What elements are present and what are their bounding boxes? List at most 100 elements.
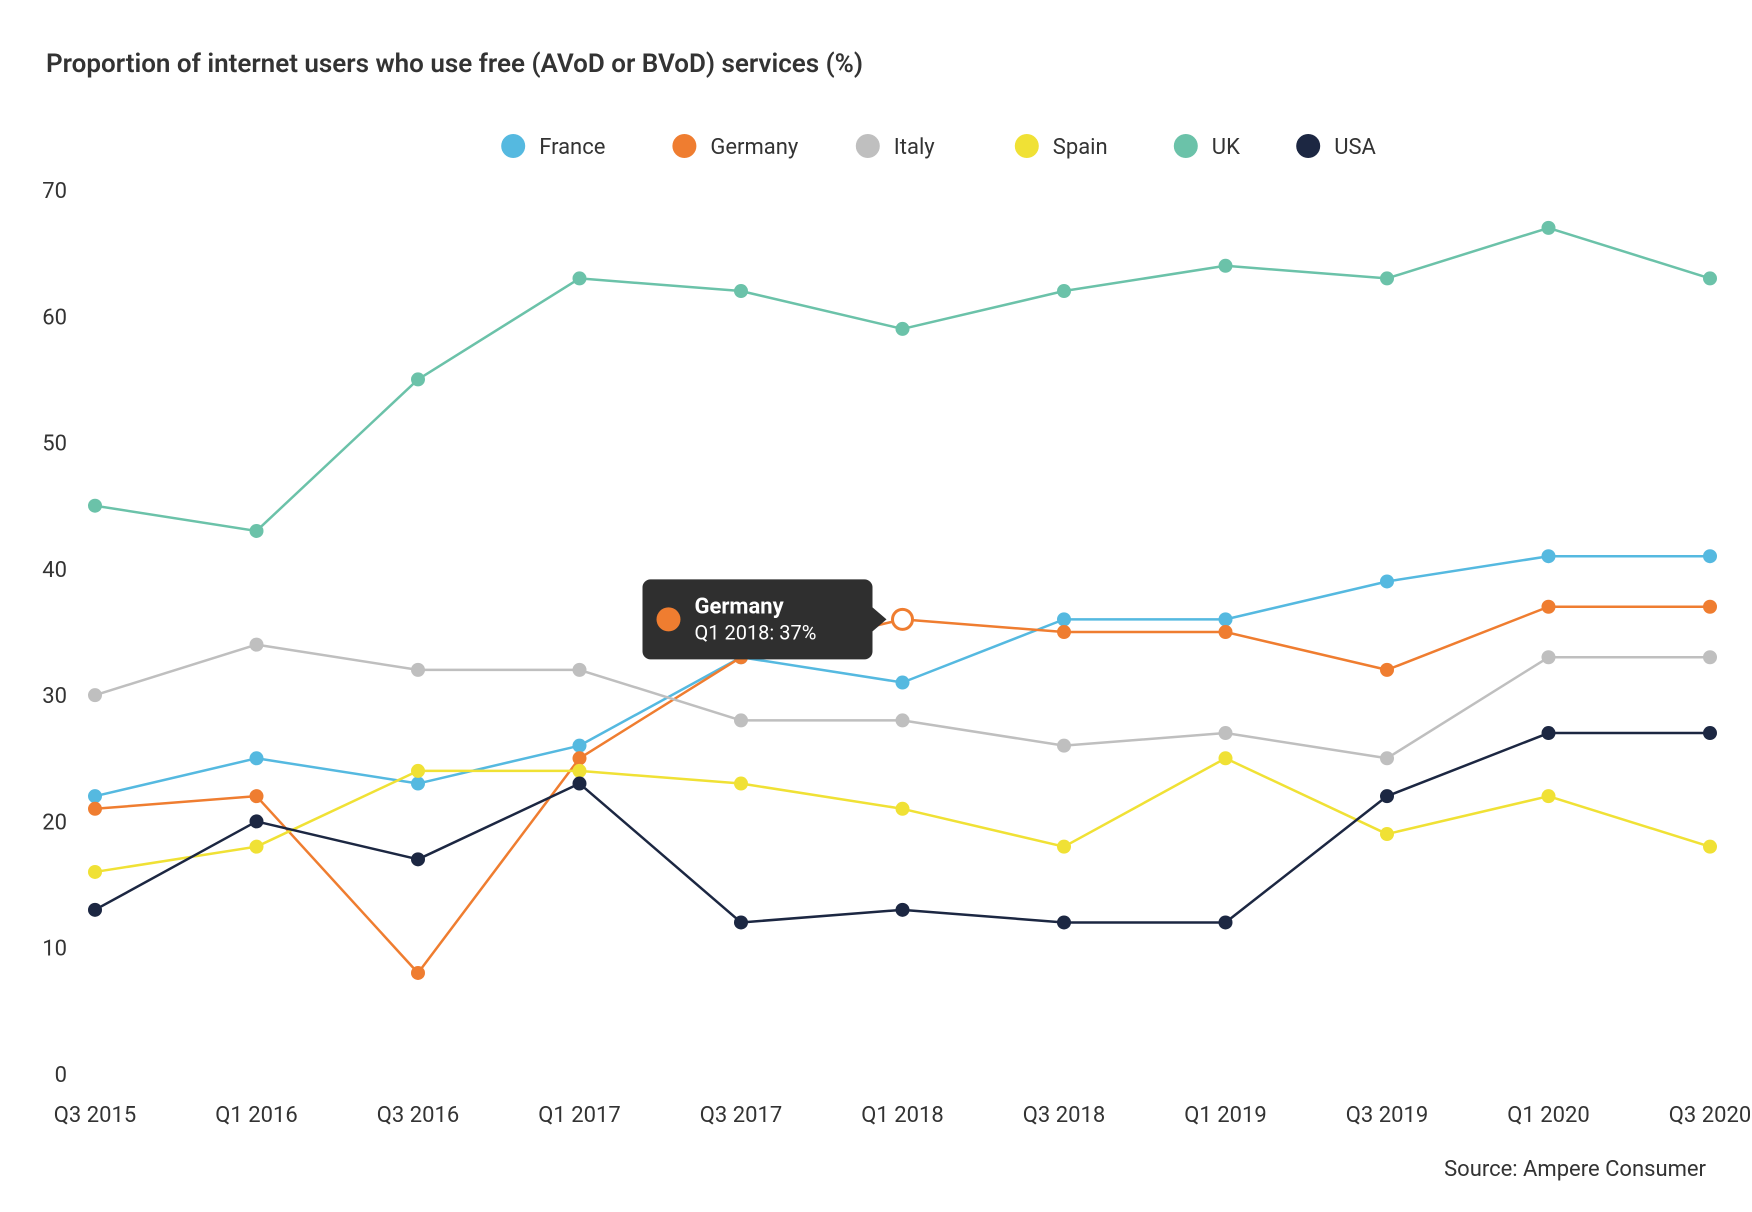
series-marker[interactable] — [1219, 259, 1233, 273]
series-marker[interactable] — [896, 713, 910, 727]
series-marker[interactable] — [734, 284, 748, 298]
series-marker[interactable] — [896, 802, 910, 816]
series-marker[interactable] — [1703, 271, 1717, 285]
svg-text:Q1 2017: Q1 2017 — [538, 1103, 620, 1128]
series-marker[interactable] — [1057, 284, 1071, 298]
svg-text:0: 0 — [55, 1063, 67, 1088]
series-marker[interactable] — [250, 840, 264, 854]
svg-text:20: 20 — [42, 810, 67, 835]
series-line-germany — [95, 607, 1710, 973]
series-marker[interactable] — [734, 777, 748, 791]
svg-text:30: 30 — [42, 684, 67, 709]
series-marker[interactable] — [1380, 751, 1394, 765]
series-marker[interactable] — [1057, 840, 1071, 854]
series-marker[interactable] — [250, 751, 264, 765]
svg-text:Q1 2016: Q1 2016 — [215, 1103, 297, 1128]
tooltip: GermanyQ1 2018: 37% — [643, 579, 887, 659]
series-marker[interactable] — [1057, 915, 1071, 929]
line-chart-svg: Proportion of internet users who use fre… — [0, 0, 1752, 1212]
svg-text:60: 60 — [42, 305, 67, 330]
legend: France Germany Italy Spain UK USA — [501, 134, 1376, 160]
series-marker[interactable] — [411, 764, 425, 778]
series-line-italy — [95, 645, 1710, 759]
svg-text:USA: USA — [1334, 135, 1376, 160]
series-marker[interactable] — [896, 903, 910, 917]
series-marker[interactable] — [1380, 271, 1394, 285]
series-marker[interactable] — [411, 966, 425, 980]
series-marker[interactable] — [1219, 751, 1233, 765]
series-marker[interactable] — [88, 802, 102, 816]
series-marker[interactable] — [734, 915, 748, 929]
svg-text:40: 40 — [42, 558, 67, 583]
series-marker[interactable] — [734, 713, 748, 727]
series-marker[interactable] — [1542, 221, 1556, 235]
svg-text:Germany: Germany — [710, 135, 799, 160]
svg-text:Spain: Spain — [1053, 135, 1108, 160]
series-marker[interactable] — [1542, 650, 1556, 664]
svg-text:Q1 2018: 37%: Q1 2018: 37% — [695, 620, 817, 644]
series-marker[interactable] — [411, 372, 425, 386]
svg-text:France: France — [539, 135, 605, 160]
svg-text:Germany: Germany — [695, 594, 785, 619]
series-marker[interactable] — [88, 688, 102, 702]
series-marker[interactable] — [1057, 739, 1071, 753]
series-marker[interactable] — [1703, 726, 1717, 740]
series-marker[interactable] — [88, 865, 102, 879]
series-marker[interactable] — [573, 739, 587, 753]
svg-text:Q3 2017: Q3 2017 — [700, 1103, 782, 1128]
series-line-usa — [95, 733, 1710, 922]
svg-text:Q3 2020: Q3 2020 — [1669, 1103, 1751, 1128]
series-marker[interactable] — [88, 789, 102, 803]
series-marker[interactable] — [573, 764, 587, 778]
svg-text:Q3 2016: Q3 2016 — [377, 1103, 459, 1128]
series-marker[interactable] — [1542, 789, 1556, 803]
series-marker[interactable] — [1057, 612, 1071, 626]
series-marker[interactable] — [896, 676, 910, 690]
series-marker[interactable] — [250, 524, 264, 538]
series-marker[interactable] — [896, 322, 910, 336]
series-marker[interactable] — [573, 271, 587, 285]
series-marker[interactable] — [1219, 612, 1233, 626]
series-marker[interactable] — [573, 663, 587, 677]
svg-text:Proportion of internet users w: Proportion of internet users who use fre… — [46, 49, 863, 79]
source-text: Source: Ampere Consumer — [1444, 1157, 1706, 1182]
series-marker[interactable] — [411, 777, 425, 791]
svg-text:10: 10 — [42, 937, 67, 962]
svg-text:UK: UK — [1212, 135, 1240, 160]
series-marker[interactable] — [1219, 915, 1233, 929]
series-marker[interactable] — [250, 814, 264, 828]
series-marker[interactable] — [1542, 549, 1556, 563]
series-marker[interactable] — [250, 638, 264, 652]
series-marker[interactable] — [573, 751, 587, 765]
series-marker[interactable] — [1057, 625, 1071, 639]
series-marker[interactable] — [88, 903, 102, 917]
series-marker[interactable] — [573, 777, 587, 791]
series-marker[interactable] — [1219, 726, 1233, 740]
series-marker[interactable] — [1703, 840, 1717, 854]
series-marker[interactable] — [1380, 827, 1394, 841]
svg-text:Italy: Italy — [894, 135, 935, 160]
series-marker[interactable] — [1703, 600, 1717, 614]
series-marker[interactable] — [250, 789, 264, 803]
series-marker[interactable] — [1380, 574, 1394, 588]
svg-text:Q1 2020: Q1 2020 — [1507, 1103, 1589, 1128]
series-marker[interactable] — [1703, 650, 1717, 664]
series-marker-highlight[interactable] — [893, 609, 913, 629]
svg-text:Q3 2015: Q3 2015 — [54, 1103, 136, 1128]
svg-text:Q3 2018: Q3 2018 — [1023, 1103, 1105, 1128]
svg-text:Q3 2019: Q3 2019 — [1346, 1103, 1428, 1128]
series-marker[interactable] — [1380, 789, 1394, 803]
series-marker[interactable] — [1380, 663, 1394, 677]
chart-container: Proportion of internet users who use fre… — [0, 0, 1752, 1212]
series-marker[interactable] — [411, 663, 425, 677]
series-marker[interactable] — [88, 499, 102, 513]
svg-text:70: 70 — [42, 179, 67, 204]
series-marker[interactable] — [1542, 600, 1556, 614]
series-marker[interactable] — [1703, 549, 1717, 563]
series-marker[interactable] — [1542, 726, 1556, 740]
svg-text:Q1 2018: Q1 2018 — [861, 1103, 943, 1128]
series-marker[interactable] — [1219, 625, 1233, 639]
svg-text:50: 50 — [42, 432, 67, 457]
series-marker[interactable] — [411, 852, 425, 866]
series-line-uk — [95, 228, 1710, 531]
